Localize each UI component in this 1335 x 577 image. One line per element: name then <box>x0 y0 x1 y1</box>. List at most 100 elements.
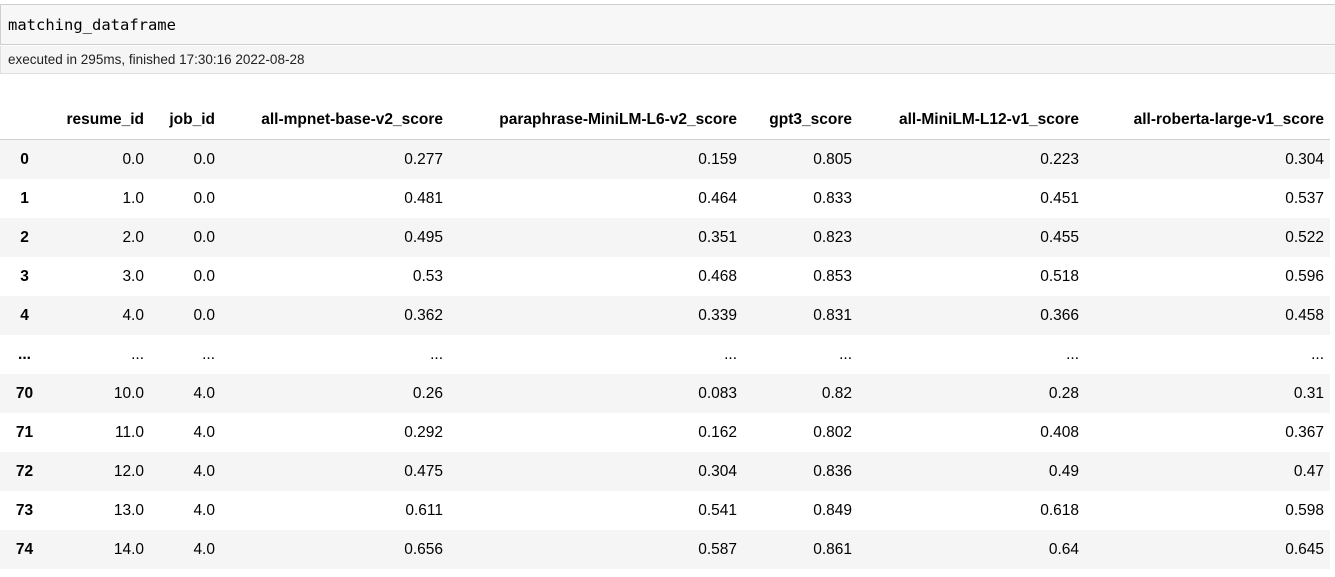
code-text[interactable]: matching_dataframe <box>8 16 176 34</box>
table-cell: 0.28 <box>1048 385 1079 402</box>
table-cell: ... <box>1066 346 1079 363</box>
column-header: job_id <box>150 101 221 140</box>
column-header: all-roberta-large-v1_score <box>1085 101 1330 140</box>
column-header: resume_id <box>49 101 150 140</box>
table-cell: 4.0 <box>193 541 215 558</box>
row-index: 4 <box>20 307 29 324</box>
table-row: 74 14.0 4.0 0.656 0.587 0.861 0.64 0.645 <box>0 530 1330 569</box>
table-cell: 11.0 <box>114 424 144 441</box>
table-cell: 0.464 <box>698 190 737 207</box>
code-cell-input[interactable]: matching_dataframe <box>0 4 1335 45</box>
dataframe-table: resume_id job_id all-mpnet-base-v2_score… <box>0 101 1330 569</box>
table-row: 2 2.0 0.0 0.495 0.351 0.823 0.455 0.522 <box>0 218 1330 257</box>
row-index: 70 <box>15 385 34 402</box>
table-row: 70 10.0 4.0 0.26 0.083 0.82 0.28 0.31 <box>0 374 1330 413</box>
execution-info-text: executed in 295ms, finished 17:30:16 202… <box>8 52 305 67</box>
table-cell: 0.805 <box>813 151 852 168</box>
table-cell: 0.831 <box>813 307 852 324</box>
table-cell: 0.833 <box>813 190 852 207</box>
table-cell: 13.0 <box>113 502 144 519</box>
table-cell: 0.292 <box>404 424 443 441</box>
table-cell: 0.598 <box>1285 502 1324 519</box>
row-index: 74 <box>15 541 34 558</box>
row-index: 0 <box>20 151 29 168</box>
table-cell: 0.596 <box>1285 268 1324 285</box>
table-cell: 0.49 <box>1048 463 1079 480</box>
table-cell: 4.0 <box>193 385 215 402</box>
table-cell: 0.0 <box>193 307 215 324</box>
row-index: 71 <box>15 424 34 441</box>
table-cell: 0.223 <box>1040 151 1079 168</box>
table-cell: 14.0 <box>113 541 144 558</box>
table-cell: 0.455 <box>1040 229 1079 246</box>
table-cell: 0.0 <box>193 190 215 207</box>
column-header: all-mpnet-base-v2_score <box>221 101 449 140</box>
table-cell: 0.836 <box>813 463 852 480</box>
table-row: 0 0.0 0.0 0.277 0.159 0.805 0.223 0.304 <box>0 139 1330 179</box>
table-cell: ... <box>839 346 852 363</box>
table-cell: 0.645 <box>1285 541 1324 558</box>
table-cell: 0.159 <box>698 151 737 168</box>
execution-info-bar: executed in 295ms, finished 17:30:16 202… <box>0 46 1335 74</box>
column-header: all-MiniLM-L12-v1_score <box>858 101 1085 140</box>
table-cell: 0.408 <box>1040 424 1079 441</box>
table-cell: 2.0 <box>122 229 144 246</box>
table-cell: 0.849 <box>813 502 852 519</box>
table-cell: 0.351 <box>698 229 737 246</box>
table-cell: 0.861 <box>813 541 852 558</box>
table-cell: 0.367 <box>1285 424 1324 441</box>
table-cell: 4.0 <box>193 502 215 519</box>
table-cell: 0.083 <box>698 385 737 402</box>
table-cell: 0.522 <box>1285 229 1324 246</box>
table-cell: 3.0 <box>122 268 144 285</box>
table-cell: 4.0 <box>193 424 215 441</box>
table-cell: 0.537 <box>1285 190 1324 207</box>
table-cell: 0.82 <box>821 385 852 402</box>
table-cell: 0.0 <box>193 229 215 246</box>
table-cell: 0.0 <box>122 151 144 168</box>
row-index: 73 <box>15 502 34 519</box>
table-cell: 0.26 <box>412 385 443 402</box>
table-cell: 0.31 <box>1293 385 1324 402</box>
table-cell: 0.541 <box>698 502 737 519</box>
table-cell: 0.0 <box>193 151 215 168</box>
row-index: 72 <box>15 463 34 480</box>
table-cell: 0.458 <box>1285 307 1324 324</box>
table-cell: 0.587 <box>698 541 737 558</box>
table-cell: 0.277 <box>404 151 443 168</box>
table-row: 71 11.0 4.0 0.292 0.162 0.802 0.408 0.367 <box>0 413 1330 452</box>
table-row: 73 13.0 4.0 0.611 0.541 0.849 0.618 0.598 <box>0 491 1330 530</box>
table-cell: ... <box>131 346 144 363</box>
table-row: 1 1.0 0.0 0.481 0.464 0.833 0.451 0.537 <box>0 179 1330 218</box>
table-row: 3 3.0 0.0 0.53 0.468 0.853 0.518 0.596 <box>0 257 1330 296</box>
table-cell: 0.64 <box>1048 541 1079 558</box>
table-cell: 0.495 <box>404 229 443 246</box>
table-header-row: resume_id job_id all-mpnet-base-v2_score… <box>0 101 1330 140</box>
table-cell: 0.656 <box>404 541 443 558</box>
table-cell: 0.853 <box>813 268 852 285</box>
table-cell: 0.802 <box>813 424 852 441</box>
table-cell: 0.618 <box>1040 502 1079 519</box>
table-cell: 0.451 <box>1040 190 1079 207</box>
table-row: 4 4.0 0.0 0.362 0.339 0.831 0.366 0.458 <box>0 296 1330 335</box>
table-cell: 0.0 <box>193 268 215 285</box>
table-cell: 0.53 <box>412 268 443 285</box>
table-cell: 0.518 <box>1040 268 1079 285</box>
index-header <box>0 101 49 140</box>
row-index: 2 <box>20 229 29 246</box>
table-cell: ... <box>430 346 443 363</box>
table-cell: 0.362 <box>404 307 443 324</box>
table-cell: 10.0 <box>113 385 144 402</box>
column-header: paraphrase-MiniLM-L6-v2_score <box>449 101 743 140</box>
table-cell: ... <box>1311 346 1324 363</box>
row-index: ... <box>18 346 31 363</box>
table-row: ........................ <box>0 335 1330 374</box>
table-cell: ... <box>202 346 215 363</box>
table-cell: 4.0 <box>122 307 144 324</box>
table-cell: 0.611 <box>405 502 443 519</box>
column-header: gpt3_score <box>743 101 858 140</box>
table-cell: 4.0 <box>193 463 215 480</box>
table-cell: 0.366 <box>1040 307 1079 324</box>
row-index: 3 <box>20 268 29 285</box>
table-cell: 0.481 <box>404 190 443 207</box>
